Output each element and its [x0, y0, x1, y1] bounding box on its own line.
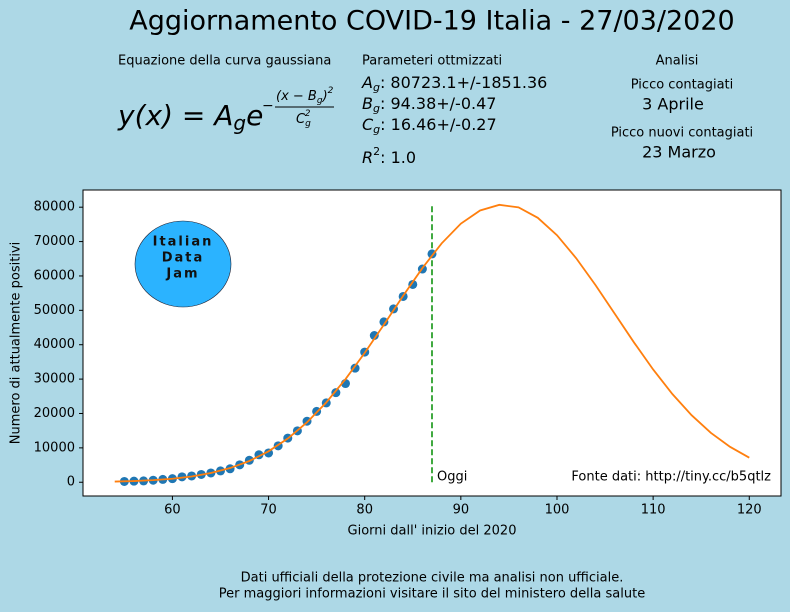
footer: Dati ufficiali della protezione civile m… — [241, 571, 624, 586]
y-tick-label: 60000 — [34, 268, 75, 283]
eq-sign: − — [262, 98, 274, 114]
eq-den: Cg2 — [296, 109, 311, 129]
eq-den-text: C — [296, 112, 306, 127]
param-symbol: C — [362, 115, 374, 134]
x-tick-label: 110 — [641, 503, 666, 518]
param-sub: g — [373, 81, 380, 94]
analysis-value: 3 Aprile — [642, 95, 704, 114]
r2-value: : 1.0 — [380, 148, 416, 167]
eq-base: e — [246, 99, 263, 132]
analysis-value: 23 Marzo — [642, 143, 716, 162]
eq-num-sub: g — [317, 96, 323, 106]
y-tick-label: 50000 — [34, 303, 75, 318]
param-value: : 16.46+/-0.27 — [380, 115, 496, 134]
x-axis-label: Giorni dall' inizio del 2020 — [348, 524, 517, 539]
param: Bg: 94.38+/-0.47 — [362, 94, 496, 116]
y-tick-label: 20000 — [34, 406, 75, 421]
analysis-label: Analisi — [656, 54, 699, 69]
y-tick-label: 80000 — [34, 200, 75, 215]
param-symbol: A — [361, 73, 373, 92]
x-tick-label: 80 — [356, 503, 373, 518]
param-symbol: B — [362, 94, 373, 113]
y-tick-label: 70000 — [34, 234, 75, 249]
param-sub: g — [373, 123, 380, 136]
eq-num: (x − Bg)2 — [276, 86, 334, 106]
x-tick-label: 100 — [545, 503, 570, 518]
footer: Per maggiori informazioni visitare il si… — [219, 587, 645, 602]
x-tick-label: 60 — [164, 503, 181, 518]
x-tick-label: 90 — [453, 503, 470, 518]
param-value: : 94.38+/-0.47 — [380, 94, 496, 113]
y-tick-label: 40000 — [34, 337, 75, 352]
logo-text: Italian — [153, 235, 214, 250]
analysis-label: Picco contagiati — [631, 78, 734, 93]
logo-badge — [134, 220, 232, 308]
y-tick-label: 10000 — [34, 440, 75, 455]
y-axis-label: Numero di attualmente positivi — [9, 242, 24, 444]
params-label: Parameteri ottmizzati — [362, 54, 502, 69]
eq-num-sup: 2 — [328, 86, 334, 96]
r2-sup: 2 — [373, 145, 380, 158]
today-label: Oggi — [437, 470, 467, 485]
param: Ag: 80723.1+/-1851.36 — [361, 73, 547, 95]
eq-num-text: (x − B — [276, 89, 317, 104]
source-note: Fonte dati: http://tiny.cc/b5qtlz — [571, 470, 771, 485]
analysis-label: Picco nuovi contagiati — [611, 126, 753, 141]
param-sub: g — [373, 102, 380, 115]
r2-symbol: R — [362, 148, 373, 167]
y-tick-label: 30000 — [34, 372, 75, 387]
param-value: : 80723.1+/-1851.36 — [380, 73, 547, 92]
eq-lhs: y(x) = A — [117, 99, 233, 132]
chart-title: Aggiornamento COVID-19 Italia - 27/03/20… — [129, 6, 734, 37]
r2: R2: 1.0 — [362, 145, 416, 167]
equation-label: Equazione della curva gaussiana — [118, 54, 331, 69]
logo-text: Jam — [165, 267, 199, 282]
eq-den-sup: 2 — [305, 109, 311, 119]
x-tick-label: 70 — [260, 503, 277, 518]
eq-den-sub: g — [305, 119, 311, 129]
eq-sub: g — [233, 111, 246, 135]
param: Cg: 16.46+/-0.27 — [362, 115, 497, 137]
fit-curve — [114, 203, 750, 483]
y-tick-label: 0 — [67, 475, 75, 490]
data-point — [369, 331, 379, 341]
plot: 60 70 80 90 100 110 120 0 10000 20000 30000 40000 50… — [34, 200, 772, 518]
logo-text: Data — [162, 251, 205, 266]
x-tick-label: 120 — [737, 503, 762, 518]
eq-num-end: ) — [322, 89, 328, 104]
equation: y(x) = Age — [117, 99, 263, 135]
